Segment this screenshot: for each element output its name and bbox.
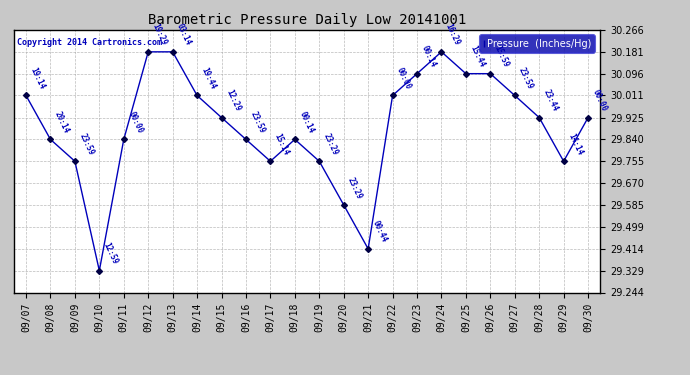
Text: 00:14: 00:14 — [420, 44, 437, 69]
Text: 12:59: 12:59 — [102, 242, 119, 266]
Title: Barometric Pressure Daily Low 20141001: Barometric Pressure Daily Low 20141001 — [148, 13, 466, 27]
Text: Copyright 2014 Cartronics.com: Copyright 2014 Cartronics.com — [17, 38, 161, 47]
Text: 14:14: 14:14 — [566, 132, 584, 157]
Text: 23:59: 23:59 — [77, 132, 95, 157]
Text: 20:14: 20:14 — [53, 110, 71, 135]
Text: 23:59: 23:59 — [248, 110, 266, 135]
Text: 15:14: 15:14 — [273, 132, 290, 157]
Text: 23:29: 23:29 — [322, 132, 339, 157]
Text: 19:29: 19:29 — [150, 22, 168, 47]
Text: 16:29: 16:29 — [444, 22, 462, 47]
Text: 00:44: 00:44 — [371, 219, 388, 244]
Text: 23:29: 23:29 — [346, 176, 364, 200]
Text: 12:29: 12:29 — [224, 88, 242, 113]
Text: 00:00: 00:00 — [591, 88, 609, 113]
Text: 15:59: 15:59 — [493, 44, 511, 69]
Text: 03:14: 03:14 — [175, 22, 193, 47]
Text: 19:14: 19:14 — [28, 66, 46, 91]
Text: 23:59: 23:59 — [518, 66, 535, 91]
Text: 00:00: 00:00 — [126, 110, 144, 135]
Text: 00:00: 00:00 — [395, 66, 413, 91]
Text: 00:14: 00:14 — [297, 110, 315, 135]
Legend: Pressure  (Inches/Hg): Pressure (Inches/Hg) — [480, 35, 595, 52]
Text: 15:44: 15:44 — [469, 44, 486, 69]
Text: 23:44: 23:44 — [542, 88, 560, 113]
Text: 19:44: 19:44 — [199, 66, 217, 91]
